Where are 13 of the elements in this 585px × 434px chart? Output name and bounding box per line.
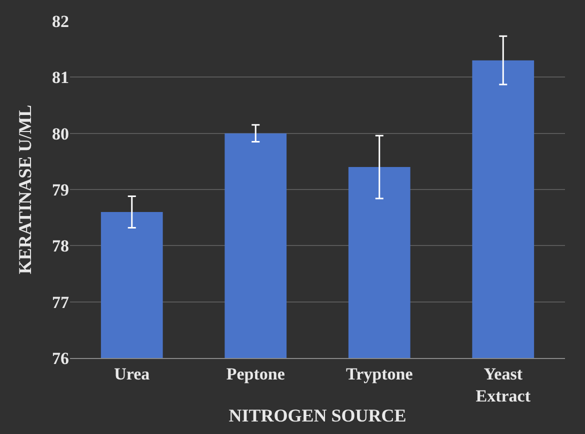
- x-tick-label: Tryptone: [346, 364, 414, 384]
- y-tick-label: 82: [52, 12, 69, 31]
- x-axis-title: NITROGEN SOURCE: [228, 406, 406, 426]
- y-tick-label: 78: [52, 236, 69, 256]
- y-tick-label: 76: [52, 348, 69, 368]
- y-tick-label: 77: [52, 292, 70, 312]
- y-tick-label: 80: [52, 124, 69, 144]
- y-tick-label: 81: [52, 68, 69, 88]
- x-tick-label: Peptone: [226, 364, 286, 384]
- y-tick-label: 79: [52, 180, 69, 200]
- x-tick-label: Yeast Extract: [476, 364, 531, 406]
- x-tick-label: Urea: [114, 364, 150, 384]
- y-axis-title: KERATINASE U/ML: [15, 104, 36, 274]
